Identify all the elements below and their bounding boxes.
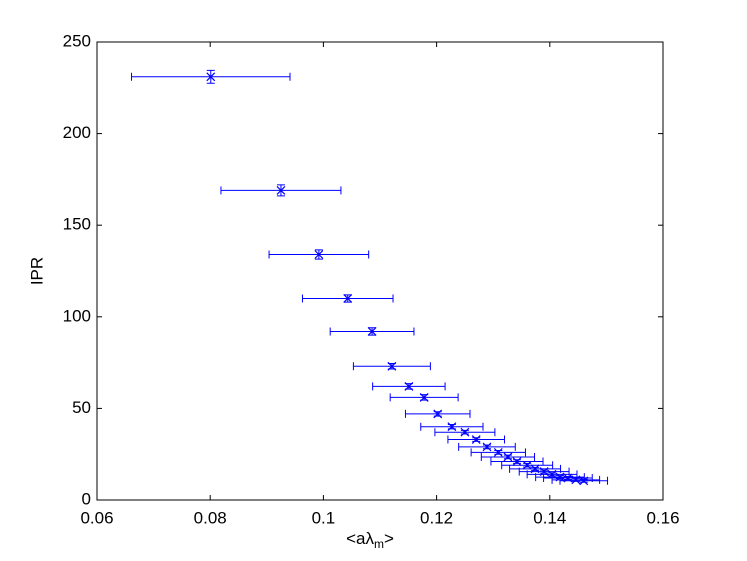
- x-tick-label: 0.16: [646, 508, 679, 527]
- point: [471, 435, 481, 444]
- plot-frame: [96, 41, 664, 501]
- point: [367, 327, 377, 336]
- point: [276, 185, 286, 195]
- point: [579, 476, 589, 486]
- x-label-main: <aλ: [346, 529, 374, 548]
- point: [206, 72, 216, 82]
- point: [503, 452, 513, 462]
- point: [314, 250, 324, 259]
- point: [433, 409, 443, 419]
- y-axis-label: IPR: [27, 257, 46, 285]
- y-tick-label: 200: [63, 123, 91, 142]
- x-tick-label: 0.14: [533, 508, 566, 527]
- x-tick-label: 0.12: [420, 508, 453, 527]
- point: [482, 442, 492, 452]
- y-tick-label: 150: [63, 215, 91, 234]
- point: [404, 381, 414, 391]
- y-tick-label: 0: [82, 489, 91, 508]
- y-tick-label: 250: [63, 31, 91, 50]
- x-tick-label: 0.08: [194, 508, 227, 527]
- y-tick-label: 50: [72, 398, 91, 417]
- x-label-end: >: [384, 529, 394, 548]
- point: [419, 392, 429, 402]
- x-tick-label: 0.1: [312, 508, 336, 527]
- x-tick-label: 0.06: [80, 508, 113, 527]
- x-label-subscript: m: [374, 537, 384, 551]
- point: [460, 427, 470, 437]
- point: [522, 460, 532, 470]
- point: [343, 294, 353, 303]
- point: [571, 475, 581, 485]
- y-tick-label: 100: [63, 306, 91, 325]
- point: [493, 447, 503, 457]
- point: [387, 361, 397, 371]
- point: [512, 457, 522, 466]
- x-axis-label: <aλm>: [346, 529, 394, 551]
- point: [447, 422, 457, 432]
